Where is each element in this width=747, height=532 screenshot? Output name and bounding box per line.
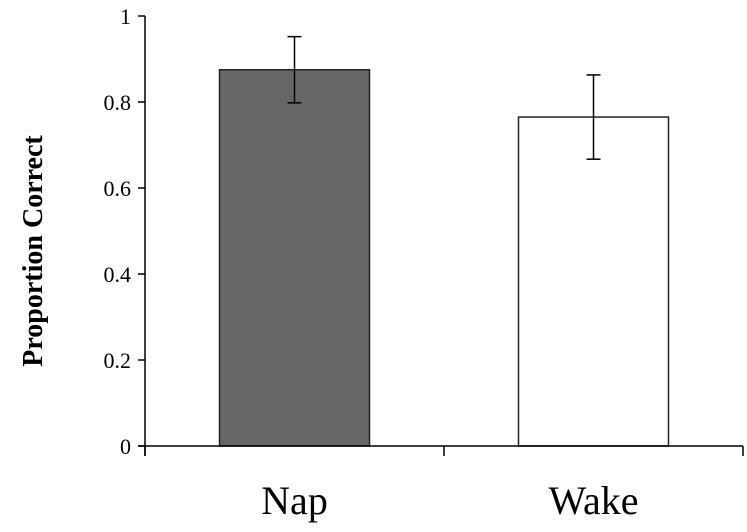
error-bar-nap [287,35,302,104]
y-tick-label: 0.8 [104,90,132,115]
y-tick-label: 1 [120,4,131,29]
y-tick-label: 0.4 [104,262,132,287]
bar-nap [218,69,371,447]
y-tick-label: 0 [120,434,131,459]
bar-wake [517,116,670,447]
y-tick-label: 0.6 [104,176,132,201]
y-axis-title: Proportion Correct [18,135,49,367]
axes-layer [138,16,744,456]
y-tick-label: 0.2 [104,348,132,373]
x-categories-layer: Nap Wake [261,478,638,523]
x-category-label-nap: Nap [261,478,328,523]
bars-layer [218,69,670,447]
error-bars-layer [287,35,601,160]
error-bar-wake [586,74,601,160]
x-category-label-wake: Wake [548,478,638,523]
y-ticks-layer: 0 0.2 0.4 0.6 0.8 1 [104,4,145,459]
